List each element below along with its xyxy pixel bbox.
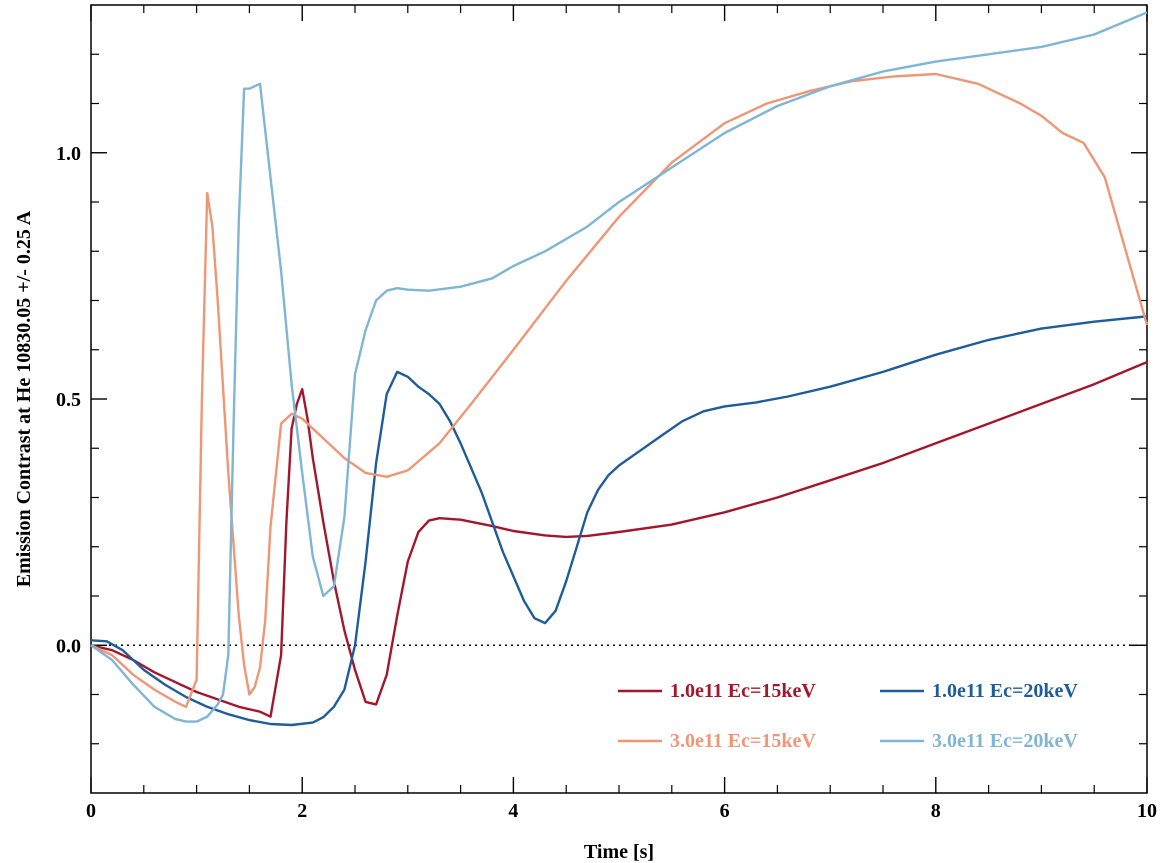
plot-frame [90,4,1148,794]
y-axis-title: Emission Contrast at He 10830.05 +/- 0.2… [13,210,35,587]
x-axis-title: Time [s] [584,841,654,863]
legend-label: 3.0e11 Ec=15keV [670,730,816,752]
legend-label: 1.0e11 Ec=15keV [670,680,816,702]
series-line-3 [90,72,1149,708]
legend: 1.0e11 Ec=15keV 1.0e11 Ec=20keV 3.0e11 Ec=… [618,680,1078,752]
x-tick-label: 2 [297,800,307,822]
y-tick-label: 1.0 [56,143,81,165]
series-line-1 [90,360,1148,718]
legend-label: 3.0e11 Ec=20keV [932,730,1078,752]
x-tick-label: 4 [508,800,518,822]
x-tick-label: 10 [1137,800,1157,822]
x-tick-label: 0 [86,800,96,822]
y-tick-label: 0.0 [56,635,81,657]
series-layer [90,11,1149,727]
y-tick-label: 0.5 [56,389,81,411]
x-tick-label: 8 [931,800,941,822]
series-line-4 [90,11,1148,723]
legend-label: 1.0e11 Ec=20keV [932,680,1078,702]
major-ticks [90,5,1148,793]
series-line-2 [90,315,1148,727]
minor-ticks [91,5,1147,793]
tick-labels: 0 2 4 6 8 10 0.0 0.5 1.0 [56,143,1157,822]
x-tick-label: 6 [720,800,730,822]
